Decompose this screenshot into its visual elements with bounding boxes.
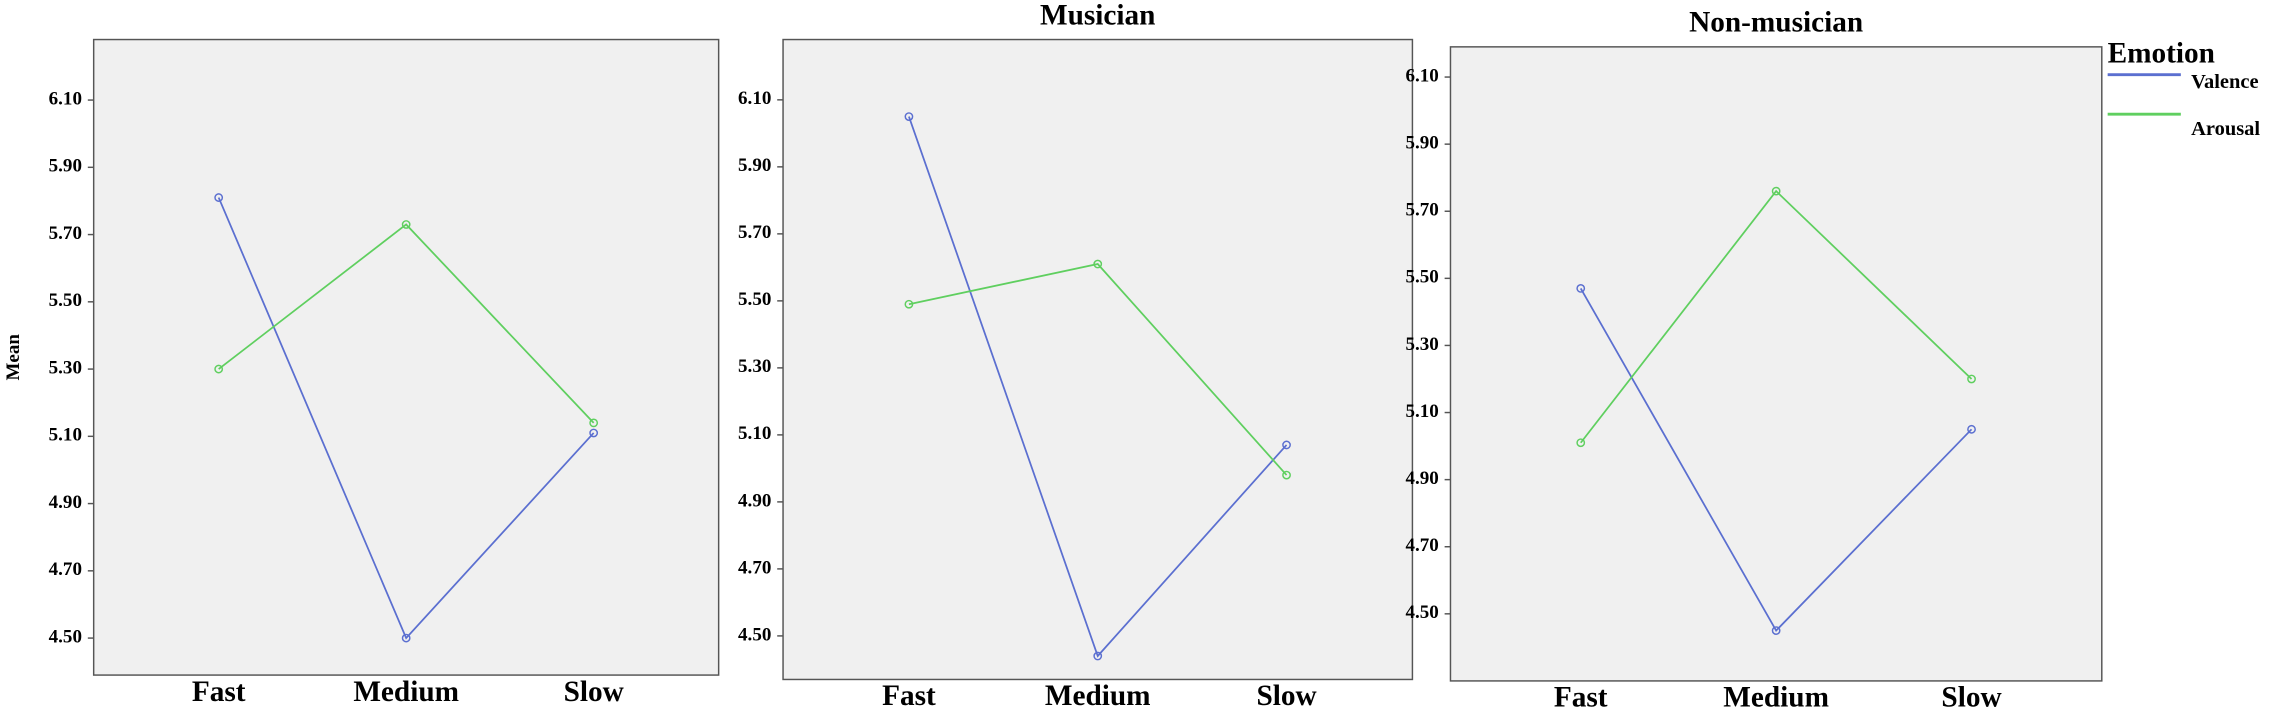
y-axis-label: Mean (3, 334, 24, 381)
y-tick-label: 4.70 (738, 557, 771, 578)
y-tick-label: 4.50 (738, 624, 771, 645)
y-tick-label: 5.90 (1405, 133, 1438, 154)
data-point (1967, 374, 1976, 384)
plot-area (782, 38, 1414, 681)
series-line (1580, 189, 1973, 444)
x-tick-label: Slow (1256, 680, 1316, 712)
data-point (589, 418, 599, 428)
y-tick-label: 6.10 (738, 88, 771, 109)
y-tick-label: 5.70 (1405, 200, 1438, 221)
data-point (1282, 470, 1291, 480)
data-point (1576, 438, 1586, 448)
y-tick-label: 4.90 (1405, 468, 1438, 489)
data-point (214, 364, 224, 374)
y-tick-label: 5.10 (738, 423, 771, 444)
data-point (1967, 424, 1976, 434)
data-point (1093, 259, 1103, 269)
x-tick-label: Medium (1723, 682, 1829, 714)
data-point (1771, 626, 1781, 635)
x-tick-label: Medium (1045, 680, 1151, 712)
series-line (1579, 287, 1973, 633)
series-line (217, 197, 595, 640)
x-tick-label: Fast (882, 680, 936, 712)
data-point (904, 299, 914, 309)
data-point (1771, 186, 1781, 196)
y-tick-label: 5.70 (738, 222, 771, 243)
legend-label: Valence (2191, 71, 2258, 93)
x-tick-label: Medium (353, 676, 459, 708)
x-tick-label: Fast (192, 676, 246, 708)
x-tick-label: Slow (1941, 682, 2001, 714)
y-tick-label: 6.10 (1405, 65, 1438, 86)
data-point (1093, 651, 1103, 661)
data-point (214, 193, 224, 202)
y-tick-label: 5.50 (1405, 267, 1438, 288)
y-tick-label: 4.70 (1405, 535, 1438, 556)
chart-title: Non-musician (1689, 7, 1863, 39)
y-tick-label: 5.10 (49, 425, 82, 446)
y-tick-label: 5.10 (1405, 401, 1438, 422)
data-point (1282, 440, 1291, 450)
x-tick-label: Fast (1554, 682, 1608, 714)
y-tick-label: 4.50 (49, 626, 82, 647)
data-point (401, 633, 411, 643)
series-line (218, 223, 595, 424)
data-point (1576, 284, 1586, 293)
y-tick-label: 5.70 (49, 223, 82, 244)
y-tick-label: 5.90 (49, 156, 82, 177)
y-tick-label: 5.50 (49, 290, 82, 311)
series-line (908, 116, 1288, 658)
y-tick-label: 5.50 (738, 289, 771, 310)
y-tick-label: 4.90 (738, 490, 771, 511)
data-point (904, 112, 914, 121)
y-tick-label: 6.10 (49, 88, 82, 109)
y-tick-label: 5.30 (1405, 334, 1438, 355)
y-tick-label: 4.70 (49, 559, 82, 580)
x-tick-label: Slow (564, 676, 624, 708)
y-tick-label: 5.30 (49, 357, 82, 378)
legend-title: Emotion (2108, 37, 2215, 69)
series-line (908, 263, 1288, 476)
plot-area (1449, 46, 2103, 682)
legend-label: Arousal (2191, 118, 2260, 140)
data-point (401, 220, 411, 229)
chart-title: Musician (1040, 0, 1155, 31)
y-tick-label: 4.50 (1405, 602, 1438, 623)
y-tick-label: 5.30 (738, 356, 771, 377)
y-tick-label: 4.90 (49, 492, 82, 513)
y-tick-label: 5.90 (738, 155, 771, 176)
plot-area (92, 38, 720, 676)
data-point (589, 428, 599, 438)
